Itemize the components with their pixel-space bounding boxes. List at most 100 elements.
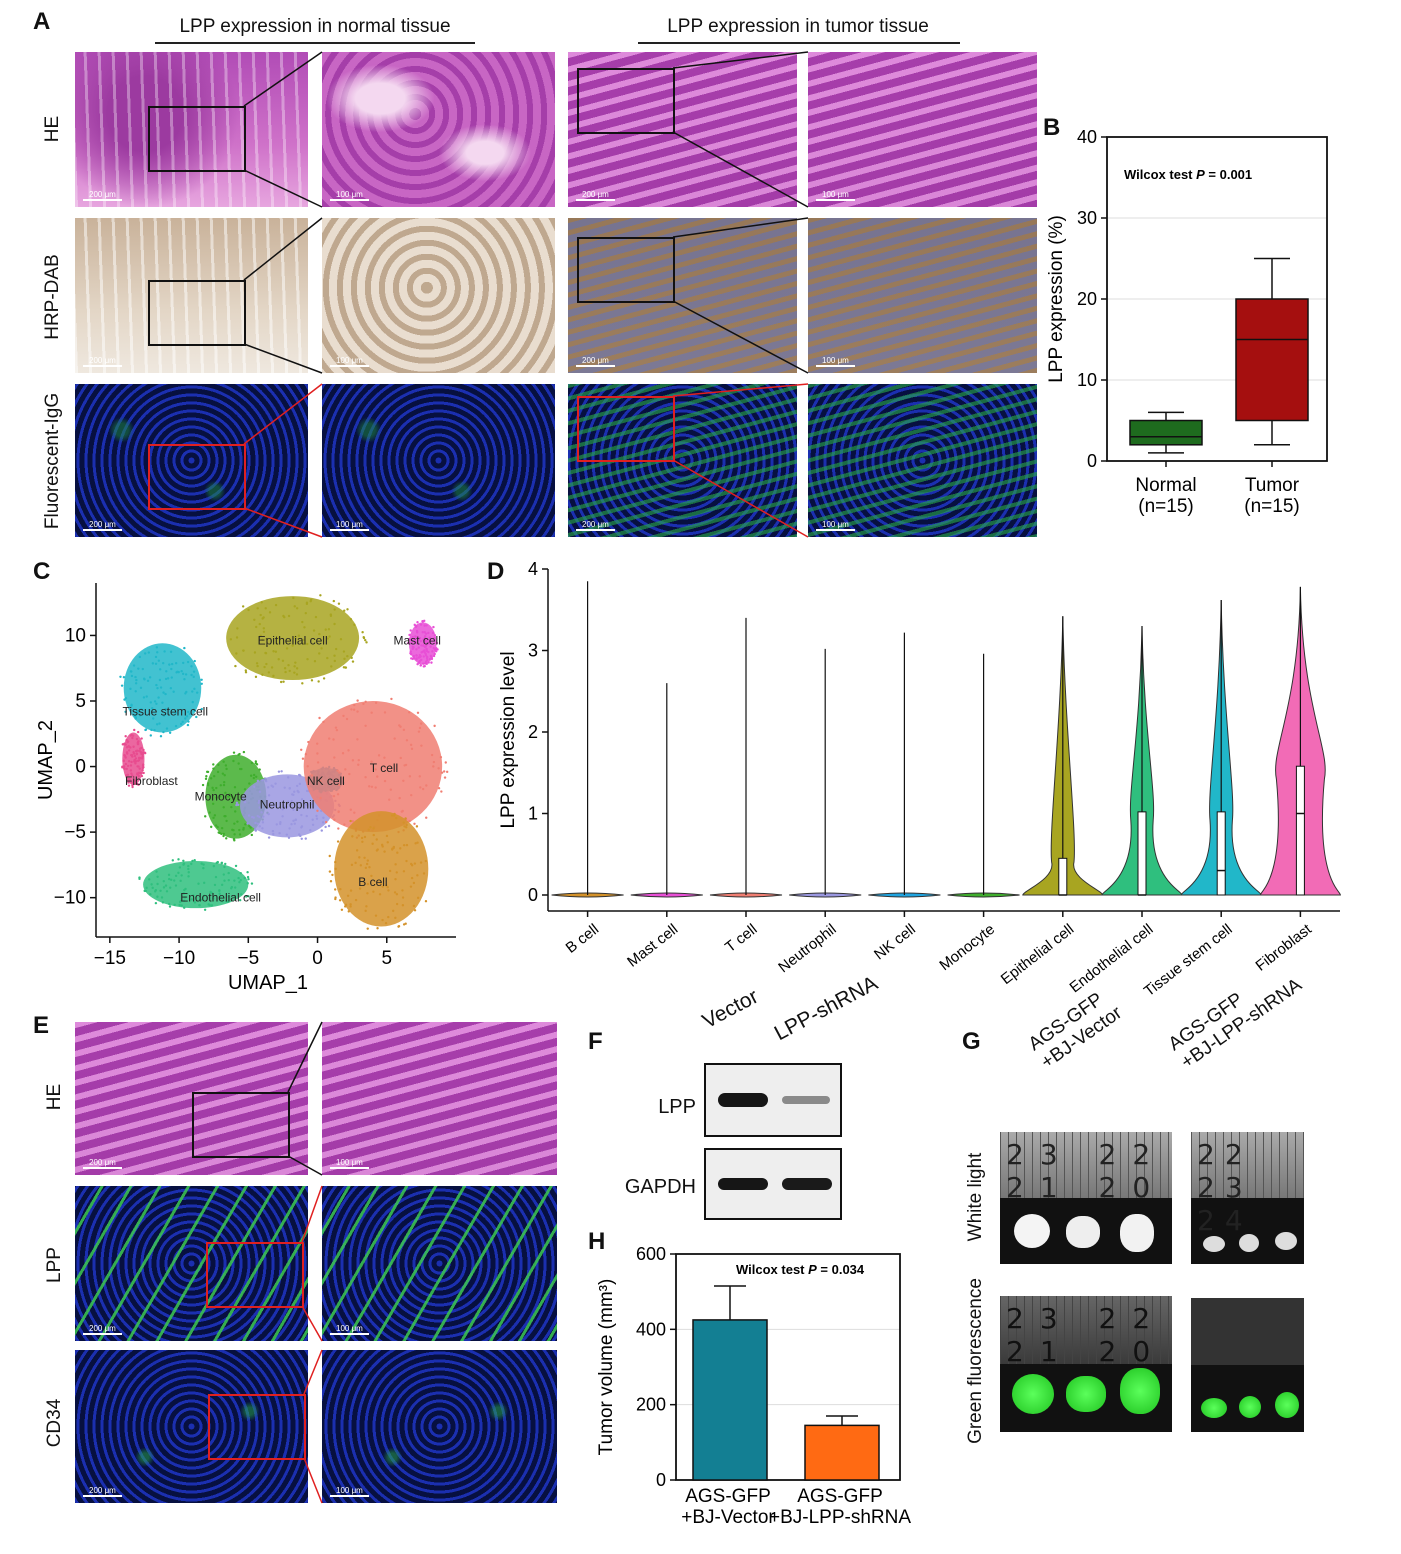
bar xyxy=(692,1319,768,1481)
cell-point xyxy=(134,682,138,685)
cell-point xyxy=(394,916,397,920)
cell-point xyxy=(304,611,307,615)
cell-point xyxy=(220,832,223,836)
cell-point xyxy=(134,715,137,718)
cell-point xyxy=(433,652,436,656)
cell-point xyxy=(247,814,251,817)
zoom-box xyxy=(577,396,675,462)
cell-point xyxy=(402,821,405,824)
cell-point xyxy=(390,814,394,817)
cell-point xyxy=(387,915,390,919)
histology-image-he-xenograft: 200 μm xyxy=(75,1022,308,1175)
histology-image-dab-normal: 200 μm xyxy=(75,218,308,373)
cell-point xyxy=(130,753,134,757)
cell-point xyxy=(333,818,336,821)
cell-point xyxy=(405,859,408,863)
cell-point xyxy=(416,631,419,634)
cell-point xyxy=(408,633,411,637)
cell-point xyxy=(200,898,204,902)
cell-point xyxy=(287,776,290,779)
cell-point xyxy=(285,833,289,836)
cell-point xyxy=(379,882,382,885)
cell-point xyxy=(408,775,412,778)
tumor-nodule xyxy=(1014,1214,1050,1248)
cell-point xyxy=(375,838,378,841)
x-tick-label: Mast cell xyxy=(624,921,681,971)
cell-point xyxy=(350,708,353,711)
cell-point xyxy=(413,822,416,825)
cell-point xyxy=(239,871,242,875)
cell-point xyxy=(248,782,251,785)
cell-point xyxy=(144,728,147,732)
cell-point xyxy=(134,690,137,693)
cell-point xyxy=(404,817,407,820)
cell-point xyxy=(307,740,310,744)
cell-point xyxy=(126,752,129,755)
cell-point xyxy=(442,770,446,773)
cell-point xyxy=(405,843,409,847)
cell-point xyxy=(131,734,135,737)
cell-point xyxy=(136,749,139,752)
cell-point xyxy=(253,651,257,654)
cell-point xyxy=(320,829,323,832)
zoom-box xyxy=(148,444,246,510)
cell-point xyxy=(218,892,221,895)
cell-point xyxy=(395,871,398,874)
tumor-nodule xyxy=(1120,1214,1154,1252)
cell-point xyxy=(274,603,278,607)
cell-point xyxy=(422,642,426,645)
tumor-nodule xyxy=(1275,1232,1297,1250)
cell-point xyxy=(402,923,406,926)
cell-point xyxy=(192,708,196,712)
cell-point xyxy=(337,602,341,605)
cell-point xyxy=(293,822,296,825)
cell-point xyxy=(134,757,138,760)
cell-point xyxy=(247,877,250,881)
cell-point xyxy=(168,731,172,735)
cell-point xyxy=(262,616,265,619)
cluster-label: Endothelial cell xyxy=(180,891,261,905)
cell-point xyxy=(372,890,375,893)
cell-point xyxy=(145,886,148,890)
cell-point xyxy=(138,655,142,659)
cell-point xyxy=(190,862,193,866)
cell-point xyxy=(322,677,326,680)
cell-point xyxy=(418,775,421,778)
cell-point xyxy=(169,687,173,690)
violin-fibroblast xyxy=(1259,586,1341,896)
cell-point xyxy=(155,683,158,687)
cell-point xyxy=(376,775,379,778)
cell-point xyxy=(388,869,392,873)
cell-point xyxy=(418,659,422,663)
cell-point xyxy=(173,903,176,906)
cell-point xyxy=(130,674,134,678)
cell-point xyxy=(370,760,373,763)
cell-point xyxy=(168,905,172,908)
cell-point xyxy=(326,637,329,640)
cell-point xyxy=(137,756,141,760)
cell-point xyxy=(302,638,306,642)
cell-point xyxy=(430,753,434,757)
cell-point xyxy=(127,749,131,752)
cell-point xyxy=(300,826,303,829)
cell-point xyxy=(158,678,162,682)
cell-point xyxy=(155,646,159,649)
violin-epithelial-cell xyxy=(1022,616,1104,896)
cell-point xyxy=(300,837,303,840)
cell-point xyxy=(216,770,220,774)
cell-point xyxy=(235,652,238,655)
cell-point xyxy=(374,701,378,705)
cell-point xyxy=(287,614,291,618)
cell-point xyxy=(150,883,153,886)
y-axis-label: UMAP_2 xyxy=(35,720,57,800)
cell-point xyxy=(283,786,286,789)
cell-point xyxy=(415,658,418,661)
cell-point xyxy=(333,654,336,657)
cell-point xyxy=(201,783,205,787)
cell-point xyxy=(239,879,242,882)
cell-point xyxy=(184,673,188,676)
cell-point xyxy=(305,814,308,818)
cell-point xyxy=(326,656,329,660)
cell-point xyxy=(423,649,426,652)
